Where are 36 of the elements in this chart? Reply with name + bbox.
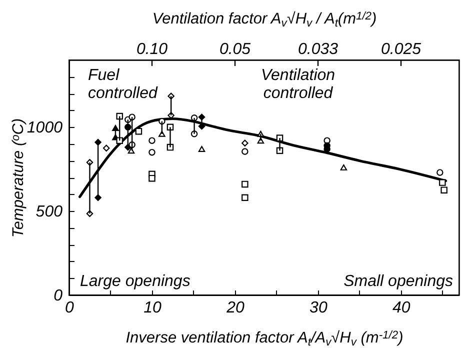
y-tick-label: 500 (36, 204, 63, 221)
text: 0.05 (219, 41, 251, 58)
point (198, 146, 206, 152)
x-tick-label: 30 (310, 300, 328, 316)
x-tick-label: 0 (65, 300, 74, 316)
text: 0.033 (298, 41, 338, 58)
y-tick-label: 0 (54, 288, 63, 304)
point (242, 194, 248, 202)
point (148, 137, 156, 144)
point (242, 180, 248, 188)
annotation: Large openings (80, 273, 190, 290)
text: Inverse ventilation factor A$_{t}$/A$_{v}$√H$_{v}$ (m$^{-1/2}$) (126, 329, 404, 348)
point (436, 169, 444, 176)
point (116, 112, 123, 120)
annotation: Fuel controlled (88, 67, 158, 102)
point (102, 144, 110, 152)
annotation: Small openings (344, 273, 453, 290)
annotation: Ventilation controlled (260, 67, 336, 102)
point (112, 124, 119, 131)
point (148, 174, 156, 182)
point (242, 140, 248, 146)
text: Ventilation factor A$_{v}$√H$_{v}$ / A$_{t}$(m$^{1/2}$) (152, 10, 377, 30)
point (135, 128, 142, 135)
x-tick-label: 20 (226, 300, 244, 316)
x-tick-label: 40 (392, 300, 410, 316)
point (440, 186, 448, 194)
y-tick-label: 1000 (26, 120, 63, 137)
text: 0.025 (380, 41, 422, 58)
x-tick-label: 10 (144, 300, 162, 316)
point (128, 148, 135, 154)
text: 0.10 (136, 41, 168, 58)
point (242, 148, 248, 155)
point (116, 137, 123, 144)
point (148, 148, 156, 156)
point (340, 164, 348, 170)
point (439, 179, 446, 186)
